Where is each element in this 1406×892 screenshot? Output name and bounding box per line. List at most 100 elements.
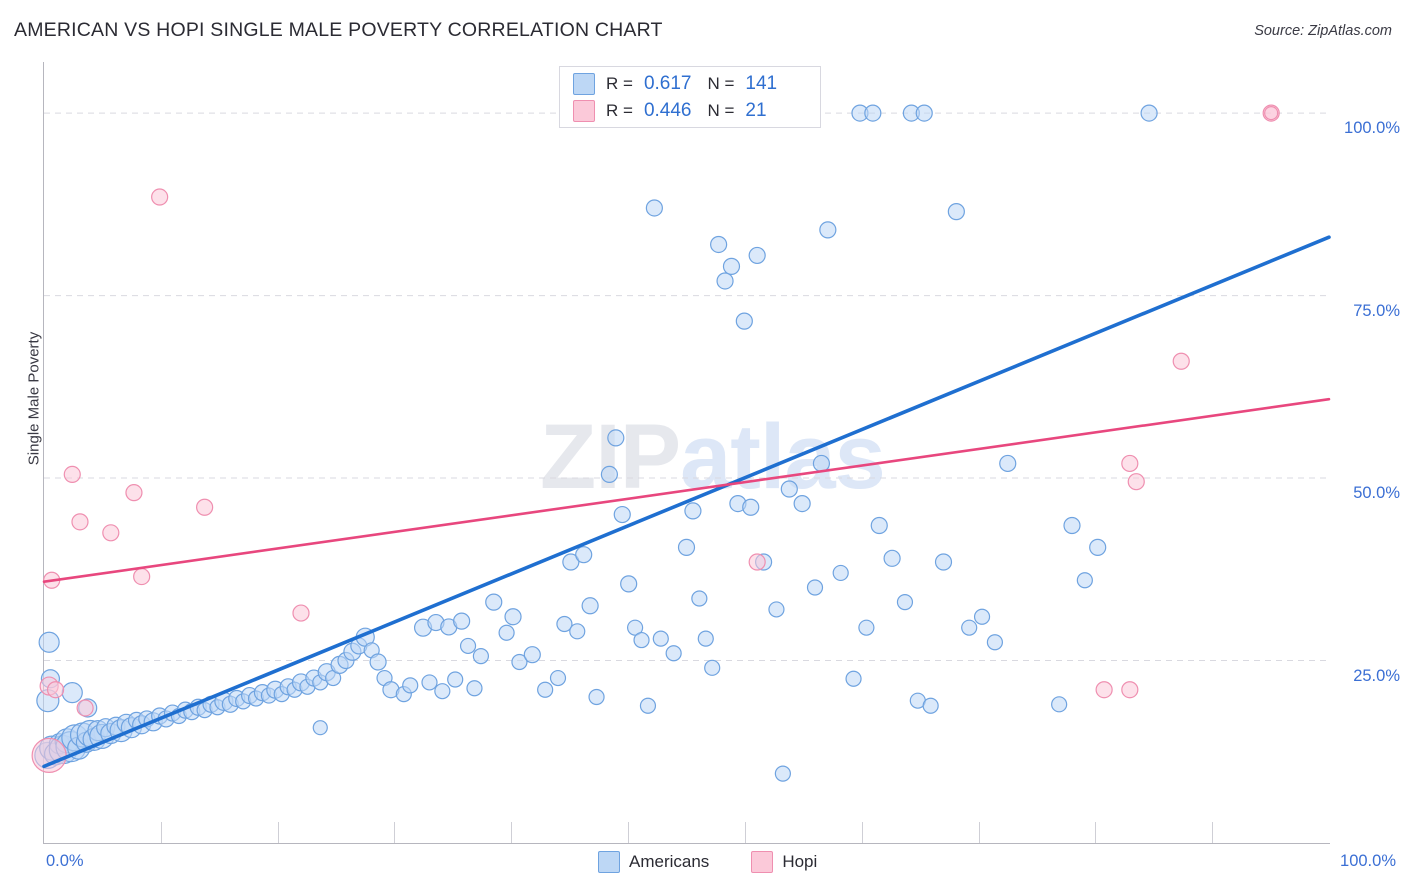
data-point[interactable] <box>523 646 541 664</box>
plot-area <box>31 62 1331 843</box>
data-point[interactable] <box>196 498 214 516</box>
legend-swatch-americans <box>573 73 595 95</box>
data-point[interactable] <box>665 645 682 662</box>
data-point[interactable] <box>845 670 862 687</box>
data-point[interactable] <box>774 765 791 782</box>
data-point[interactable] <box>999 454 1017 473</box>
data-point[interactable] <box>973 608 991 625</box>
data-point[interactable] <box>63 465 81 483</box>
data-point[interactable] <box>504 608 522 626</box>
data-point[interactable] <box>562 553 580 571</box>
data-point[interactable] <box>704 659 721 676</box>
data-point[interactable] <box>421 674 438 691</box>
data-point[interactable] <box>780 480 798 498</box>
data-point[interactable] <box>858 619 875 636</box>
data-point[interactable] <box>870 516 888 535</box>
data-point[interactable] <box>402 677 419 694</box>
data-point[interactable] <box>633 631 650 649</box>
data-point[interactable] <box>645 199 663 217</box>
data-point[interactable] <box>922 697 939 714</box>
data-point[interactable] <box>697 630 714 647</box>
data-point[interactable] <box>1121 454 1139 473</box>
data-point[interactable] <box>61 682 83 704</box>
data-point[interactable] <box>677 538 696 556</box>
data-point[interactable] <box>447 671 464 688</box>
data-point[interactable] <box>607 429 625 447</box>
data-point[interactable] <box>819 221 837 239</box>
series-legend: Americans Hopi <box>598 851 817 873</box>
data-point[interactable] <box>1063 516 1081 535</box>
data-point[interactable] <box>1127 473 1145 491</box>
data-point[interactable] <box>883 549 901 567</box>
data-point[interactable] <box>434 683 451 700</box>
data-point[interactable] <box>947 203 965 221</box>
data-point[interactable] <box>1089 538 1107 556</box>
data-point[interactable] <box>1172 352 1190 370</box>
data-point[interactable] <box>125 484 143 502</box>
data-point[interactable] <box>459 637 477 655</box>
data-point[interactable] <box>133 567 151 586</box>
legend-color-hopi <box>751 851 774 873</box>
data-point[interactable] <box>588 688 605 706</box>
data-point[interactable] <box>812 454 831 473</box>
data-point[interactable] <box>684 502 702 520</box>
data-point[interactable] <box>620 575 638 593</box>
legend-item-hopi[interactable]: Hopi <box>751 851 817 873</box>
data-point[interactable] <box>466 680 483 697</box>
x-axis-tick <box>511 822 513 843</box>
data-point[interactable] <box>549 669 567 687</box>
data-point[interactable] <box>71 513 89 531</box>
data-point[interactable] <box>961 619 978 636</box>
data-point[interactable] <box>748 553 766 571</box>
data-point[interactable] <box>38 631 60 653</box>
data-point[interactable] <box>369 653 387 671</box>
data-point[interactable] <box>292 604 310 622</box>
data-point[interactable] <box>537 681 554 698</box>
data-point[interactable] <box>1095 681 1113 699</box>
data-point[interactable] <box>768 601 785 618</box>
data-point[interactable] <box>31 737 67 774</box>
data-point[interactable] <box>76 699 94 717</box>
data-point[interactable] <box>472 648 489 665</box>
data-point[interactable] <box>832 564 849 582</box>
data-point[interactable] <box>575 546 593 564</box>
data-point[interactable] <box>581 597 599 615</box>
data-point[interactable] <box>46 681 65 699</box>
data-point[interactable] <box>613 505 631 524</box>
data-point[interactable] <box>151 188 169 206</box>
data-point[interactable] <box>742 498 760 516</box>
data-point[interactable] <box>793 494 811 513</box>
data-point[interactable] <box>806 579 824 596</box>
data-point[interactable] <box>1051 696 1068 713</box>
data-point[interactable] <box>716 272 734 290</box>
data-point[interactable] <box>691 590 708 607</box>
data-point[interactable] <box>652 630 669 647</box>
series-hopi <box>31 104 1280 774</box>
r-value-americans: 0.617 <box>643 73 692 94</box>
data-point[interactable] <box>722 257 741 275</box>
data-point[interactable] <box>453 612 471 630</box>
data-point[interactable] <box>934 553 953 571</box>
legend-item-americans[interactable]: Americans <box>598 851 709 873</box>
data-point[interactable] <box>600 465 619 483</box>
data-point[interactable] <box>896 594 914 611</box>
data-point[interactable] <box>915 104 933 122</box>
data-point[interactable] <box>748 246 766 265</box>
data-point[interactable] <box>102 524 120 542</box>
data-point[interactable] <box>864 104 882 122</box>
data-point[interactable] <box>569 623 586 640</box>
data-point[interactable] <box>1264 105 1279 121</box>
data-point[interactable] <box>485 593 503 611</box>
data-point[interactable] <box>498 624 515 641</box>
data-point[interactable] <box>735 312 753 330</box>
data-point[interactable] <box>710 235 728 254</box>
data-point[interactable] <box>986 634 1004 651</box>
data-point[interactable] <box>511 653 528 671</box>
data-point[interactable] <box>639 697 657 714</box>
data-point[interactable] <box>1121 681 1139 699</box>
data-point[interactable] <box>1076 572 1093 589</box>
data-point[interactable] <box>312 720 328 736</box>
data-point[interactable] <box>556 615 573 633</box>
data-point[interactable] <box>1140 104 1158 122</box>
